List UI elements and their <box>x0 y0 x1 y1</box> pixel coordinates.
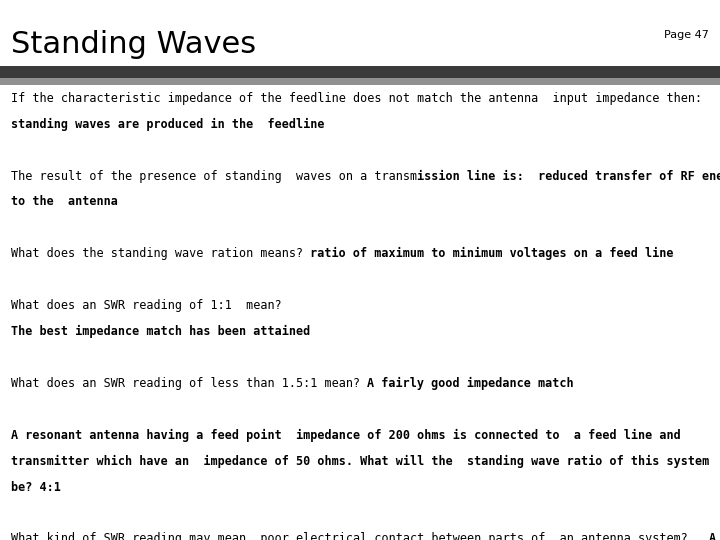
Text: What does an SWR reading of 1:1  mean?: What does an SWR reading of 1:1 mean? <box>11 299 282 312</box>
Bar <box>0 66 720 78</box>
Text: ission line is:  reduced transfer of RF energy: ission line is: reduced transfer of RF e… <box>417 170 720 183</box>
Text: be? 4:1: be? 4:1 <box>11 481 60 494</box>
Text: The best impedance match has been attained: The best impedance match has been attain… <box>11 325 310 338</box>
Text: The result of the presence of standing  waves on a transm: The result of the presence of standing w… <box>11 170 417 183</box>
Text: A resonant antenna having a feed point  impedance of 200 ohms is connected to  a: A resonant antenna having a feed point i… <box>11 429 680 442</box>
Text: If the characteristic impedance of the feedline does not match the antenna  inpu: If the characteristic impedance of the f… <box>11 92 702 105</box>
Text: Page 47: Page 47 <box>665 30 709 40</box>
Text: transmitter which have an  impedance of 50 ohms. What will the  standing wave ra: transmitter which have an impedance of 5… <box>11 455 709 468</box>
Text: What kind of SWR reading may mean  poor electrical contact between parts of  an : What kind of SWR reading may mean poor e… <box>11 532 709 540</box>
Text: standing waves are produced in the  feedline: standing waves are produced in the feedl… <box>11 118 324 131</box>
Text: Standing Waves: Standing Waves <box>11 30 256 59</box>
Text: ratio of maximum to minimum voltages on a feed line: ratio of maximum to minimum voltages on … <box>303 247 673 260</box>
Text: What does an SWR reading of less than 1.5:1 mean?: What does an SWR reading of less than 1.… <box>11 377 367 390</box>
Text: A: A <box>709 532 716 540</box>
Bar <box>0 78 720 85</box>
Text: A fairly good impedance match: A fairly good impedance match <box>367 377 574 390</box>
Text: to the  antenna: to the antenna <box>11 195 117 208</box>
Text: What does the standing wave ration means?: What does the standing wave ration means… <box>11 247 303 260</box>
